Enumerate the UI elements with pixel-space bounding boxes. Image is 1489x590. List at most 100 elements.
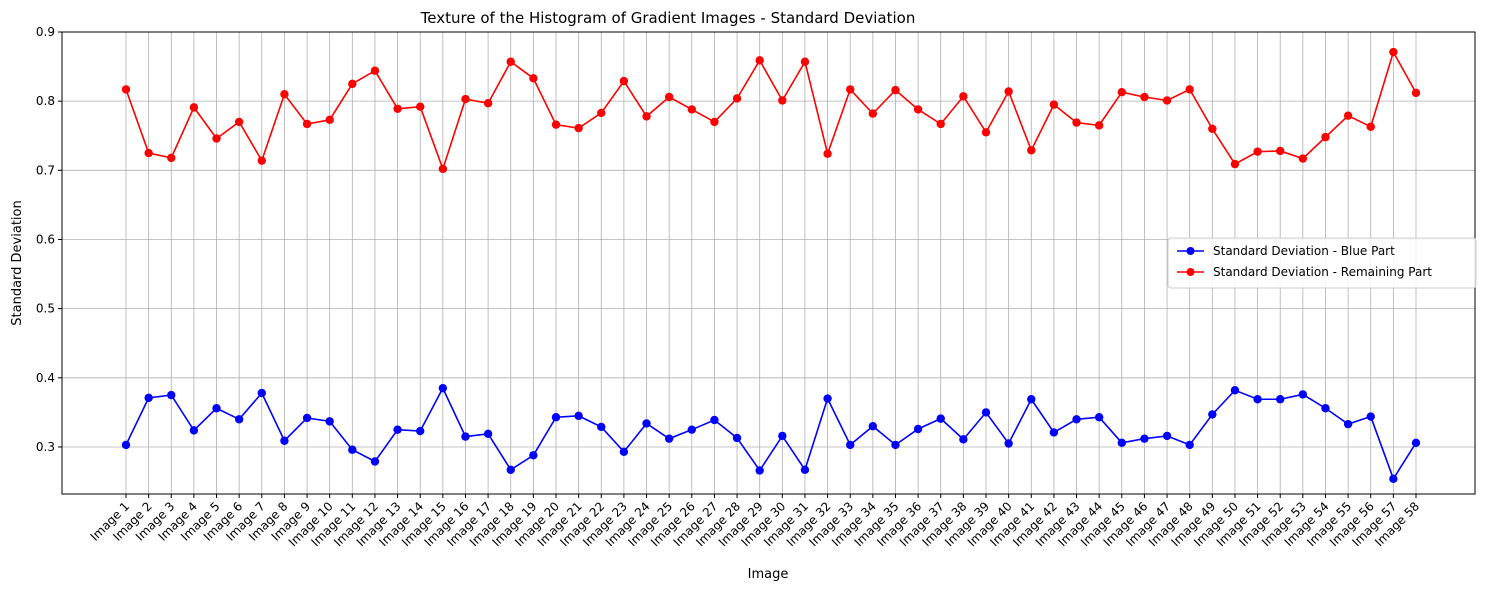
data-point-remaining-part: [1072, 118, 1081, 127]
data-point-remaining-part: [1253, 147, 1262, 156]
data-point-remaining-part: [1389, 47, 1398, 57]
data-point-remaining-part: [1185, 85, 1194, 94]
data-point-blue-part: [551, 413, 561, 422]
grid-layer: [62, 31, 1475, 494]
legend-entry-blue-part: Standard Deviation - Blue Part: [1213, 244, 1395, 258]
data-point-blue-part: [710, 415, 719, 425]
data-point-blue-part: [1276, 395, 1285, 404]
data-point-remaining-part: [891, 85, 900, 95]
data-point-blue-part: [959, 435, 968, 444]
data-point-remaining-part: [348, 79, 357, 89]
data-point-remaining-part: [846, 85, 855, 94]
data-point-blue-part: [348, 445, 357, 454]
y-tick-label: 0.6: [36, 232, 55, 246]
data-point-blue-part: [506, 465, 515, 474]
data-point-remaining-part: [1027, 146, 1036, 155]
data-point-blue-part: [167, 390, 176, 400]
data-point-remaining-part: [574, 123, 583, 133]
data-point-blue-part: [416, 426, 425, 436]
y-tick-label: 0.8: [36, 94, 55, 108]
data-point-blue-part: [868, 422, 878, 431]
y-axis-label: Standard Deviation: [10, 200, 25, 325]
data-point-remaining-part: [144, 148, 153, 158]
legend-box: [1167, 237, 1477, 289]
data-point-remaining-part: [1230, 159, 1240, 169]
data-point-blue-part: [1253, 395, 1262, 404]
data-point-remaining-part: [1094, 121, 1104, 130]
data-point-remaining-part: [416, 102, 425, 111]
data-point-remaining-part: [1049, 100, 1059, 109]
data-point-remaining-part: [280, 90, 289, 99]
data-point-remaining-part: [732, 94, 742, 103]
data-point-remaining-part: [506, 57, 515, 66]
data-point-blue-part: [936, 414, 945, 423]
data-point-blue-part: [234, 415, 244, 424]
data-point-blue-part: [393, 425, 402, 434]
series-layer: [121, 47, 1421, 483]
data-point-blue-part: [1027, 395, 1036, 404]
data-point-blue-part: [1298, 390, 1308, 399]
data-point-remaining-part: [461, 94, 470, 104]
y-tick-label: 0.3: [36, 440, 55, 454]
data-point-remaining-part: [370, 66, 380, 75]
data-point-blue-part: [1162, 431, 1172, 441]
data-point-blue-part: [1049, 428, 1059, 437]
y-tick-label: 0.7: [36, 163, 55, 177]
data-point-blue-part: [755, 466, 764, 475]
data-point-remaining-part: [325, 115, 334, 125]
data-point-remaining-part: [551, 120, 561, 129]
data-point-remaining-part: [664, 92, 674, 102]
data-point-blue-part: [913, 424, 923, 434]
data-point-remaining-part: [981, 128, 991, 137]
data-point-blue-part: [483, 429, 493, 439]
data-point-blue-part: [1117, 438, 1126, 448]
data-point-blue-part: [280, 436, 289, 445]
data-point-blue-part: [121, 440, 131, 450]
data-point-blue-part: [212, 404, 221, 413]
data-point-remaining-part: [1366, 122, 1375, 131]
data-point-blue-part: [619, 447, 629, 457]
legend-swatch-blue-marker: [1186, 247, 1195, 255]
data-point-blue-part: [461, 432, 470, 441]
data-point-remaining-part: [302, 119, 312, 129]
data-point-blue-part: [1094, 413, 1104, 422]
data-point-blue-part: [189, 426, 199, 435]
data-point-blue-part: [574, 411, 583, 421]
data-point-blue-part: [1230, 386, 1240, 395]
data-point-blue-part: [800, 465, 810, 474]
data-point-remaining-part: [189, 103, 199, 112]
data-point-blue-part: [529, 451, 538, 460]
data-point-blue-part: [1321, 404, 1330, 413]
data-point-remaining-part: [800, 57, 810, 66]
series-line-blue-part: [125, 386, 1417, 481]
data-point-remaining-part: [121, 85, 131, 94]
series-line-remaining-part: [125, 50, 1417, 172]
data-point-blue-part: [1411, 438, 1421, 448]
data-point-remaining-part: [1140, 92, 1149, 102]
data-point-remaining-part: [1298, 154, 1308, 163]
data-point-remaining-part: [1117, 87, 1126, 97]
data-point-remaining-part: [393, 104, 402, 113]
data-point-remaining-part: [619, 76, 629, 86]
data-point-remaining-part: [1162, 96, 1172, 105]
data-point-remaining-part: [1276, 146, 1285, 156]
y-tick-label: 0.4: [36, 371, 55, 385]
data-point-blue-part: [664, 434, 674, 443]
data-point-blue-part: [144, 393, 153, 403]
data-point-blue-part: [325, 417, 334, 426]
data-point-remaining-part: [755, 56, 764, 65]
data-point-remaining-part: [1321, 132, 1330, 142]
data-point-blue-part: [1140, 434, 1149, 443]
data-point-blue-part: [1004, 439, 1013, 448]
y-axis: 0.3 0.4 0.5 0.6 0.7 0.8 0.9: [36, 25, 62, 454]
data-point-remaining-part: [868, 109, 878, 118]
data-point-remaining-part: [1208, 124, 1217, 134]
legend-entry-remaining-part: Standard Deviation - Remaining Part: [1213, 265, 1432, 279]
data-point-remaining-part: [529, 74, 538, 83]
data-point-remaining-part: [483, 99, 493, 108]
data-point-remaining-part: [913, 105, 923, 114]
data-point-blue-part: [438, 383, 448, 393]
data-point-remaining-part: [936, 119, 945, 129]
data-point-blue-part: [1208, 410, 1217, 419]
